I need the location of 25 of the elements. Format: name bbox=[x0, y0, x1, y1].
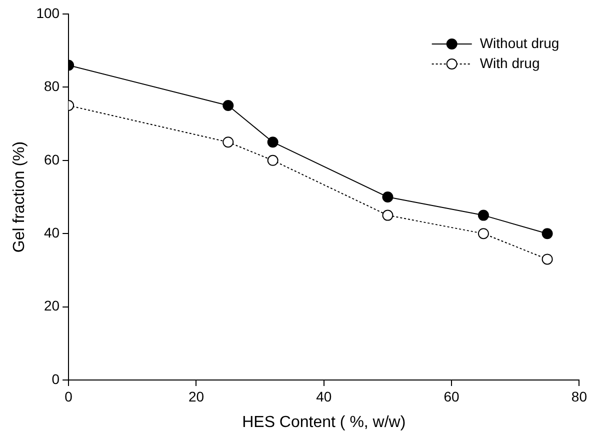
point bbox=[478, 228, 489, 240]
point bbox=[478, 210, 489, 221]
y-tick-label: 80 bbox=[44, 78, 60, 94]
x-axis-title: HES Content ( %, w/w) bbox=[242, 414, 406, 431]
point bbox=[382, 210, 394, 221]
y-axis-title: Gel fraction (%) bbox=[11, 141, 28, 253]
y-tick-label: 100 bbox=[36, 4, 60, 21]
point bbox=[222, 136, 234, 148]
point bbox=[382, 192, 394, 202]
x-tick-label: 60 bbox=[444, 388, 460, 404]
x-tick-label: 40 bbox=[316, 388, 332, 404]
y-tick-label: 40 bbox=[44, 224, 60, 240]
point bbox=[267, 136, 278, 148]
legend-label: With drug bbox=[480, 54, 540, 71]
point bbox=[267, 154, 278, 166]
x-tick-label: 80 bbox=[571, 388, 588, 404]
y-tick-label: 20 bbox=[44, 298, 60, 314]
y-tick-label: 60 bbox=[44, 151, 60, 168]
x-tick-label: 0 bbox=[64, 388, 73, 404]
y-tick-label: 0 bbox=[52, 370, 60, 387]
x-tick-label: 20 bbox=[188, 388, 204, 404]
point bbox=[542, 254, 553, 265]
legend-label: Without drug bbox=[480, 34, 560, 51]
point bbox=[542, 228, 553, 240]
point bbox=[222, 100, 234, 111]
